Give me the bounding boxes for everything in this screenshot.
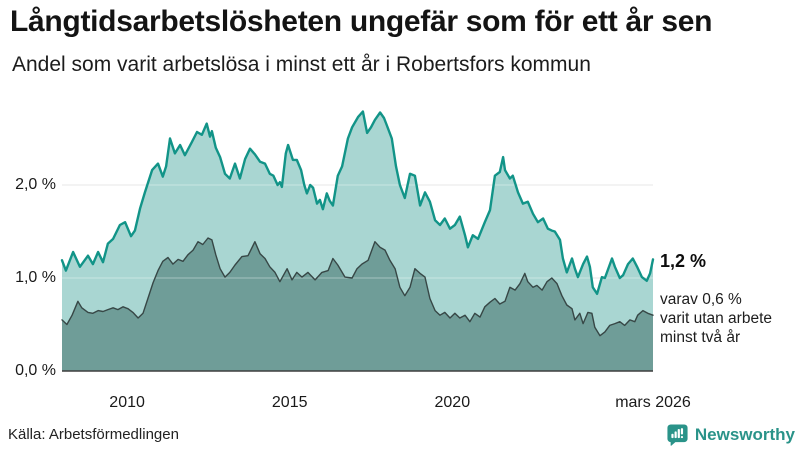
y-axis-label: 2,0 % xyxy=(15,176,56,193)
y-axis: 0,0 % 1,0 % 2,0 % xyxy=(0,0,56,450)
series-line-0 xyxy=(60,110,655,295)
x-axis-label: 2010 xyxy=(109,394,145,411)
two-year-annotation-line1: varav 0,6 % xyxy=(660,291,742,308)
newsworthy-icon xyxy=(666,423,689,446)
y-axis-label: 0,0 % xyxy=(15,362,56,379)
x-axis: 2010 2015 2020 mars 2026 xyxy=(0,394,800,416)
page-title: Långtidsarbetslösheten ungefär som för e… xyxy=(10,5,713,38)
newsworthy-wordmark: Newsworthy xyxy=(694,424,795,444)
newsworthy-logo[interactable]: Newsworthy xyxy=(666,423,795,446)
two-year-annotation-line2: varit utan arbete xyxy=(660,310,773,327)
series-area-1 xyxy=(62,238,653,371)
x-axis-label: mars 2026 xyxy=(615,394,691,411)
y-axis-label: 1,0 % xyxy=(15,269,56,286)
two-year-annotation: varav 0,6 % varit utan arbete minst två … xyxy=(660,290,772,347)
two-year-annotation-line3: minst två år xyxy=(660,329,741,346)
latest-value-annotation: 1,2 % xyxy=(660,251,707,271)
page-subtitle: Andel som varit arbetslösa i minst ett å… xyxy=(12,53,591,76)
source-text: Källa: Arbetsförmedlingen xyxy=(8,426,179,443)
series-line-1 xyxy=(61,237,654,337)
x-axis-label: 2015 xyxy=(271,394,308,411)
x-axis-label: 2020 xyxy=(434,394,471,411)
